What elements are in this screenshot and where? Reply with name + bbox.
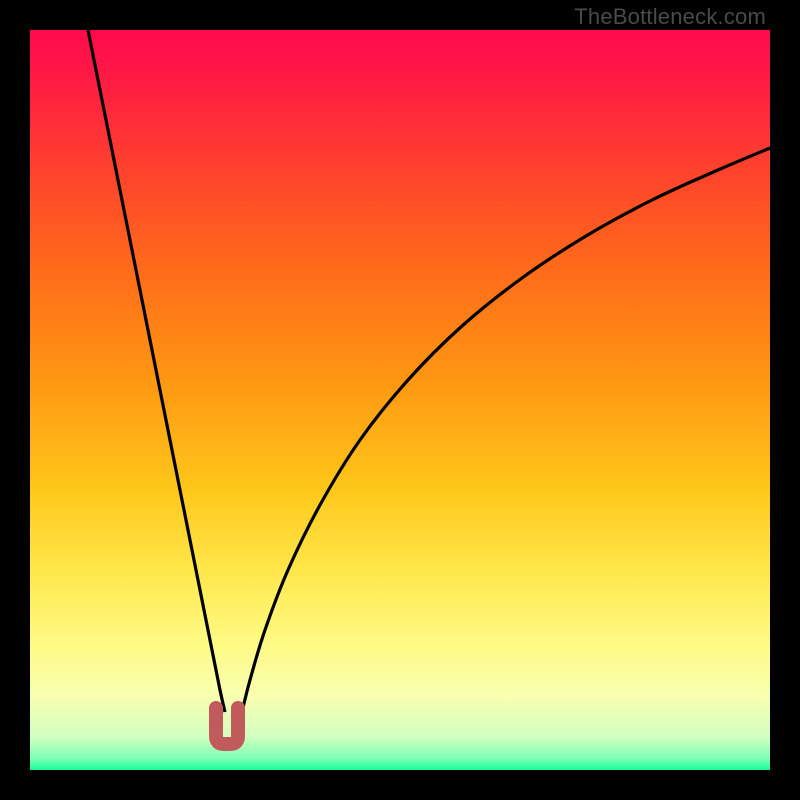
plot-area (30, 30, 770, 770)
root-container: { "canvas": { "width": 800, "height": 80… (0, 0, 800, 800)
curve-layer (30, 30, 770, 770)
watermark-text: TheBottleneck.com (574, 4, 766, 30)
notch-outline (216, 708, 238, 744)
left-curve (88, 30, 225, 712)
right-curve (242, 148, 770, 712)
